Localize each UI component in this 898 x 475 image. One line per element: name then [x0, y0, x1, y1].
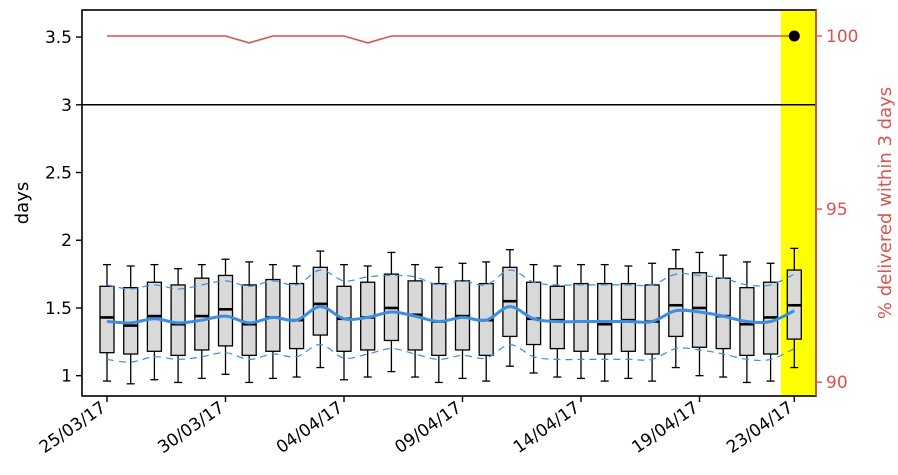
y-tick-label: 1.5: [45, 299, 72, 319]
right-tick-label: 100: [826, 27, 858, 47]
box-10: [336, 263, 352, 381]
box-iqr: [573, 282, 589, 352]
x-tick-label: 09/04/17: [391, 398, 465, 458]
y-axis-title: days: [12, 182, 33, 225]
y-tick-label: 3: [61, 96, 72, 116]
box-iqr: [715, 277, 731, 350]
trend-layer: [106, 305, 795, 325]
box-5: [217, 258, 234, 375]
box-iqr: [668, 268, 684, 338]
box-iqr: [241, 284, 257, 357]
box-iqr: [620, 282, 637, 352]
right-tick-label: 95: [826, 200, 848, 220]
pct-delivered-last-point: [788, 30, 800, 42]
box-11: [360, 265, 376, 378]
box-22: [620, 265, 637, 380]
box-iqr: [170, 284, 186, 357]
box-iqr: [265, 278, 281, 352]
x-tick-label: 30/03/17: [154, 398, 228, 458]
box-19: [549, 265, 565, 378]
box-25: [691, 251, 708, 377]
box-iqr: [99, 285, 115, 354]
pct-delivered-line: [107, 35, 795, 44]
box-29: [786, 247, 802, 369]
band-layer: [106, 269, 795, 363]
y-tick-label: 3.5: [45, 28, 72, 48]
box-2: [146, 263, 163, 381]
box-iqr: [312, 266, 328, 336]
box-21: [597, 263, 613, 382]
y-tick-label: 2: [61, 231, 72, 251]
box-9: [312, 250, 328, 369]
box-17: [502, 249, 518, 367]
box-15: [454, 262, 471, 380]
pct-layer: [107, 30, 800, 44]
box-13: [407, 263, 423, 378]
box-iqr: [549, 285, 565, 350]
box-0: [99, 263, 115, 382]
box-6: [241, 261, 257, 384]
box-iqr: [217, 274, 234, 347]
box-4: [194, 263, 210, 380]
box-23: [644, 262, 660, 382]
band-lower-line: [106, 343, 795, 363]
axes-layer: 1 1.5 2 2.5 3 3.5 90 95 100 25/03/17 30/03/17 04/04…: [36, 10, 858, 458]
right-tick-label: 90: [826, 373, 848, 393]
right-axis-title: % delivered within 3 days: [875, 87, 896, 319]
box-iqr: [525, 281, 542, 346]
box-24: [668, 249, 684, 369]
x-tick-label: 04/04/17: [273, 398, 347, 458]
box-12: [383, 251, 400, 373]
box-iqr: [288, 282, 305, 350]
box-iqr: [194, 277, 210, 351]
y-tick-label: 1: [61, 367, 72, 387]
boxplot-layer: [99, 247, 802, 385]
box-iqr: [597, 282, 613, 355]
x-tick-label: 19/04/17: [628, 398, 702, 458]
band-upper-line: [106, 269, 795, 290]
x-tick-label: 14/04/17: [510, 398, 584, 458]
trend-line: [106, 305, 795, 325]
box-3: [170, 268, 186, 384]
x-tick-label: 25/03/17: [36, 398, 110, 458]
box-1: [123, 265, 139, 385]
y-tick-label: 2.5: [45, 164, 72, 184]
x-tick-label: 23/04/17: [723, 398, 797, 458]
